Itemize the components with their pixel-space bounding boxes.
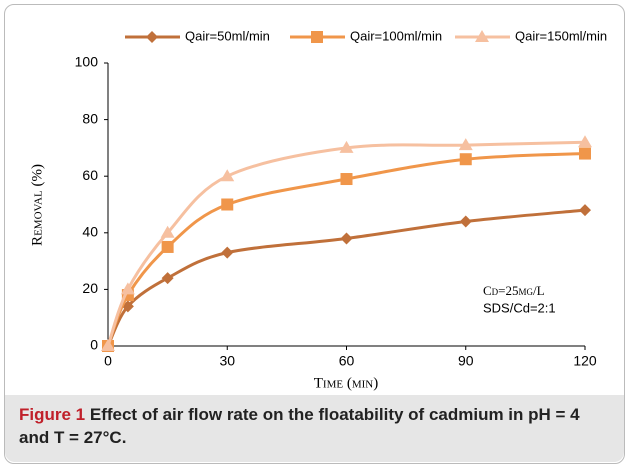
caption: Figure 1 Effect of air flow rate on the … xyxy=(5,395,624,462)
y-tick-label: 80 xyxy=(82,110,98,126)
marker xyxy=(161,272,174,285)
frame xyxy=(4,4,625,464)
marker xyxy=(340,232,353,245)
marker xyxy=(579,147,591,160)
marker xyxy=(146,31,158,43)
caption-label: Figure 1 xyxy=(19,405,86,424)
series-line xyxy=(106,208,586,347)
y-tick-label: 20 xyxy=(82,280,98,296)
marker xyxy=(459,215,472,228)
caption-text: Effect of air flow rate on the floatabil… xyxy=(19,405,580,447)
annotation: SDS/Cd=2:1 xyxy=(483,300,556,315)
legend-label: Qair=150ml/min xyxy=(515,28,607,43)
legend-label: Qair=50ml/min xyxy=(185,28,270,43)
y-axis-label: Removal (%) xyxy=(29,164,45,246)
y-tick-label: 100 xyxy=(75,54,99,70)
marker xyxy=(221,246,234,259)
marker xyxy=(458,138,473,151)
marker xyxy=(161,240,174,253)
marker xyxy=(340,173,353,186)
x-tick-label: 120 xyxy=(573,353,597,369)
marker xyxy=(578,135,592,148)
marker xyxy=(160,225,175,238)
x-axis-label: Time (min) xyxy=(314,375,378,391)
marker xyxy=(220,169,235,182)
annotation: Cd=25mg/L xyxy=(483,283,545,298)
x-tick-label: 60 xyxy=(339,353,355,369)
y-tick-label: 40 xyxy=(82,224,98,240)
marker xyxy=(101,339,115,351)
marker xyxy=(459,153,472,166)
marker xyxy=(221,198,234,211)
x-tick-label: 0 xyxy=(104,353,112,369)
marker xyxy=(339,140,354,153)
x-tick-label: 90 xyxy=(458,353,474,369)
y-tick-label: 60 xyxy=(82,167,98,183)
legend-label: Qair=100ml/min xyxy=(350,28,442,43)
y-tick-label: 0 xyxy=(90,337,98,353)
marker xyxy=(579,204,591,217)
marker xyxy=(311,31,323,43)
marker xyxy=(475,30,489,42)
x-tick-label: 30 xyxy=(219,353,235,369)
marker xyxy=(120,282,135,295)
